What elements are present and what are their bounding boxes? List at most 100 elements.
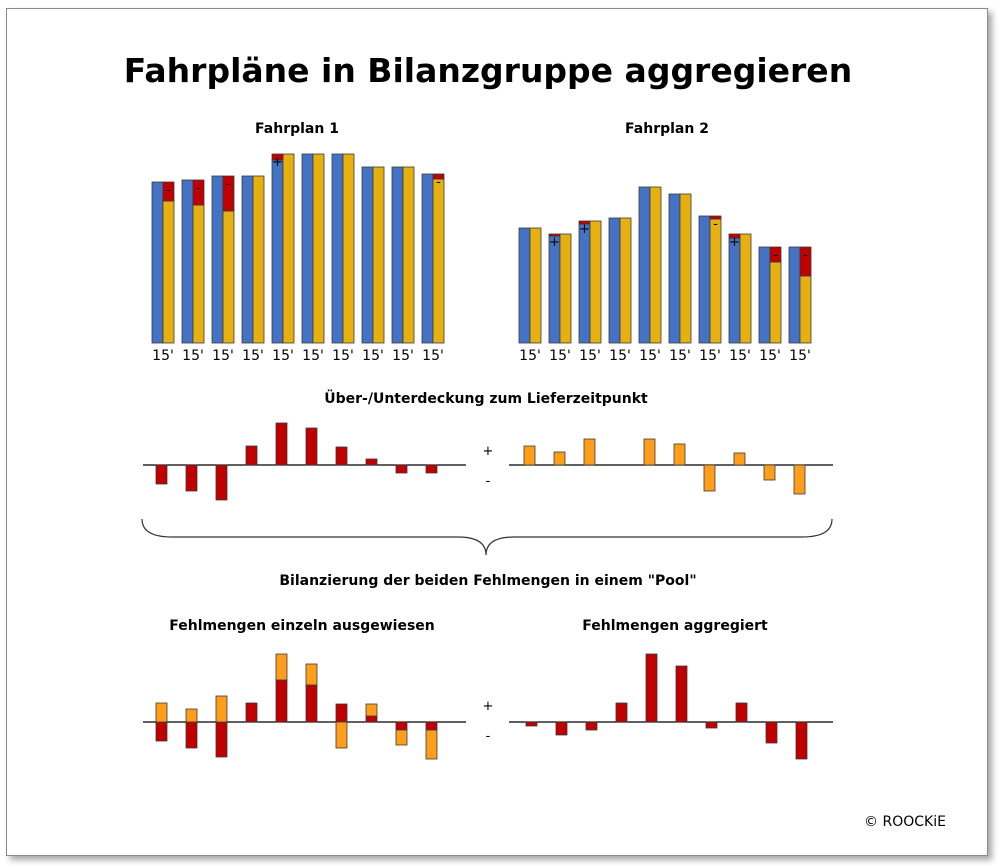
- deviation-bar: [335, 446, 348, 466]
- fahrplan1-chart: - 15' - 15' - 15' 15' +15' 15' 15' 15' 15' - 15': [151, 153, 445, 364]
- fahrplan1-deviation-segment: [245, 702, 258, 723]
- fahrplan2-deviation-segment: [365, 703, 378, 717]
- copyright-text: © ROOCKiE: [864, 814, 946, 830]
- plan-bar: [728, 237, 741, 344]
- plan-bar: [518, 227, 531, 344]
- plan-bar: [361, 166, 374, 344]
- interval-label: 15': [759, 348, 781, 364]
- actual-deviation-bar: [799, 246, 812, 277]
- plan-bar: [698, 215, 711, 344]
- fahrplan1-deviation-segment: [185, 721, 198, 749]
- fahrplan2-deviation-segment: [395, 729, 408, 746]
- actual-deviation-bar: [432, 173, 445, 180]
- actual-bar: [799, 275, 812, 344]
- plus-sign-result: +: [483, 699, 494, 714]
- plan-bar: [578, 223, 591, 344]
- aggregated-bar: [705, 721, 718, 729]
- interval-label: 15': [272, 348, 294, 364]
- actual-bar: [619, 217, 632, 344]
- fahrplan1-deviation-segment: [395, 721, 408, 731]
- actual-bar: [559, 233, 572, 344]
- plan-bar: [638, 186, 651, 344]
- plan-bar: [608, 217, 621, 344]
- aggregated-bar: [735, 702, 748, 723]
- fahrplan2-deviation-segment: [215, 695, 228, 723]
- fahrplan1-deviation-segment: [215, 721, 228, 758]
- fahrplan1-deviation-segment: [425, 721, 438, 731]
- deviation-sign: +: [272, 155, 283, 170]
- individual-deviation-chart: [143, 653, 466, 760]
- interval-label: 15': [669, 348, 691, 364]
- plan-bar: [181, 179, 194, 344]
- fahrplan2-deviation-segment: [155, 702, 168, 723]
- actual-bar: [649, 186, 662, 344]
- actual-bar: [372, 166, 385, 344]
- deviation-bar: [365, 458, 378, 466]
- interval-label: 15': [422, 348, 444, 364]
- deviation-bar: [553, 451, 566, 466]
- individual-title: Fehlmengen einzeln ausgewiesen: [169, 618, 435, 634]
- actual-bar: [192, 204, 205, 344]
- deviation-bar: [305, 427, 318, 466]
- plan-bar: [241, 175, 254, 344]
- fahrplan1-deviation-segment: [275, 679, 288, 723]
- plan-bar: [668, 193, 681, 344]
- fahrplan1-deviation-segment: [365, 715, 378, 723]
- aggregated-bar: [585, 721, 598, 731]
- deviation-bar: [275, 422, 288, 466]
- deviation-sign: -: [196, 181, 201, 196]
- interval-label: 15': [609, 348, 631, 364]
- deviation-bar: [703, 464, 716, 492]
- plan-bar: [151, 181, 164, 344]
- plan-bar: [548, 235, 561, 344]
- interval-label: 15': [182, 348, 204, 364]
- deviation-bar: [215, 464, 228, 501]
- interval-label: 15': [302, 348, 324, 364]
- actual-bar: [432, 178, 445, 344]
- plan-bar: [271, 159, 284, 344]
- interval-label: 15': [362, 348, 384, 364]
- fahrplan1-deviation-segment: [335, 703, 348, 723]
- aggregated-bar: [795, 721, 808, 760]
- fahrplan1-deviation-segment: [305, 684, 318, 723]
- fahrplan2-deviation-segment: [305, 663, 318, 686]
- minus-sign-deviation: -: [486, 474, 491, 489]
- deviation-bar: [523, 445, 536, 466]
- deviation-sign: -: [773, 248, 778, 263]
- actual-bar: [282, 153, 295, 344]
- deviation-bar: [185, 464, 198, 492]
- aggregated-bar: [615, 702, 628, 723]
- deviation-bar: [245, 445, 258, 466]
- deviation-sign: -: [226, 177, 231, 192]
- aggregated-bar: [555, 721, 568, 736]
- deviation-bar: [793, 464, 806, 495]
- deviation-sign: -: [166, 183, 171, 198]
- actual-bar: [342, 153, 355, 344]
- minus-sign-result: -: [486, 729, 491, 744]
- diagram-title: Fahrpläne in Bilanzgruppe aggregieren: [124, 51, 852, 90]
- actual-bar: [709, 218, 722, 344]
- deviation-bar: [583, 438, 596, 466]
- actual-bar: [529, 227, 542, 344]
- deviation-sign: -: [803, 248, 808, 263]
- deviation-bar: [673, 443, 686, 466]
- plus-sign-deviation: +: [483, 444, 494, 459]
- plan-bar: [788, 246, 801, 344]
- interval-label: 15': [639, 348, 661, 364]
- plan-bar: [331, 153, 344, 344]
- deviation-sign: +: [549, 235, 560, 250]
- interval-label: 15': [242, 348, 264, 364]
- actual-bar: [679, 193, 692, 344]
- fahrplan2-title: Fahrplan 2: [625, 121, 709, 137]
- fahrplan1-title: Fahrplan 1: [255, 121, 339, 137]
- actual-bar: [769, 261, 782, 344]
- deviation-sign: -: [436, 175, 441, 190]
- interval-label: 15': [699, 348, 721, 364]
- interval-label: 15': [152, 348, 174, 364]
- interval-label: 15': [392, 348, 414, 364]
- pool-label: Bilanzierung der beiden Fehlmengen in ei…: [279, 573, 696, 589]
- fahrplan2-deviation-segment: [335, 721, 348, 749]
- actual-deviation-bar: [769, 246, 782, 263]
- actual-bar: [222, 210, 235, 344]
- fahrplan1-deviation-segment: [155, 721, 168, 742]
